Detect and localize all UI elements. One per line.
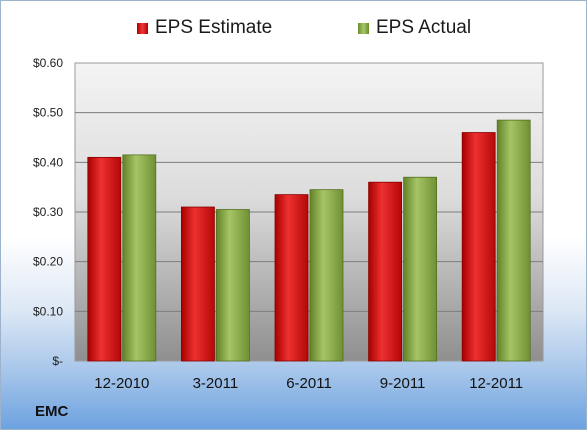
company-label: EMC	[35, 403, 69, 420]
y-tick-label: $0.50	[33, 106, 63, 120]
x-tick-label: 9-2011	[380, 375, 426, 392]
legend: EPS Estimate EPS Actual	[1, 13, 586, 43]
legend-label-estimate: EPS Estimate	[155, 17, 273, 38]
x-tick-label: 12-2010	[94, 375, 149, 392]
bar-eps-actual	[496, 119, 531, 362]
bar-eps-actual	[215, 209, 250, 362]
bar-eps-estimate	[368, 181, 403, 362]
bar-eps-estimate	[180, 206, 215, 362]
y-tick-label: $0.40	[33, 155, 63, 169]
bar-eps-estimate	[274, 194, 309, 362]
bar-eps-actual	[122, 154, 157, 362]
legend-swatch-estimate	[137, 22, 148, 34]
legend-label-actual: EPS Actual	[376, 17, 472, 38]
legend-swatch-actual	[358, 22, 369, 34]
bar-eps-estimate	[461, 132, 496, 362]
y-tick-label: $0.10	[33, 304, 63, 318]
x-tick-label: 3-2011	[193, 375, 239, 392]
legend-item-estimate: EPS Estimate	[137, 17, 272, 39]
bar-eps-estimate	[87, 156, 122, 362]
y-tick-label: $-	[52, 354, 63, 368]
y-tick-label: $0.20	[33, 255, 63, 269]
y-tick-label: $0.30	[33, 205, 63, 219]
bar-eps-actual	[403, 176, 438, 362]
legend-item-actual: EPS Actual	[358, 17, 471, 39]
x-tick-label: 12-2011	[469, 375, 523, 392]
bar-eps-actual	[309, 189, 344, 362]
x-tick-label: 6-2011	[286, 375, 332, 392]
y-tick-label: $0.60	[33, 56, 63, 70]
